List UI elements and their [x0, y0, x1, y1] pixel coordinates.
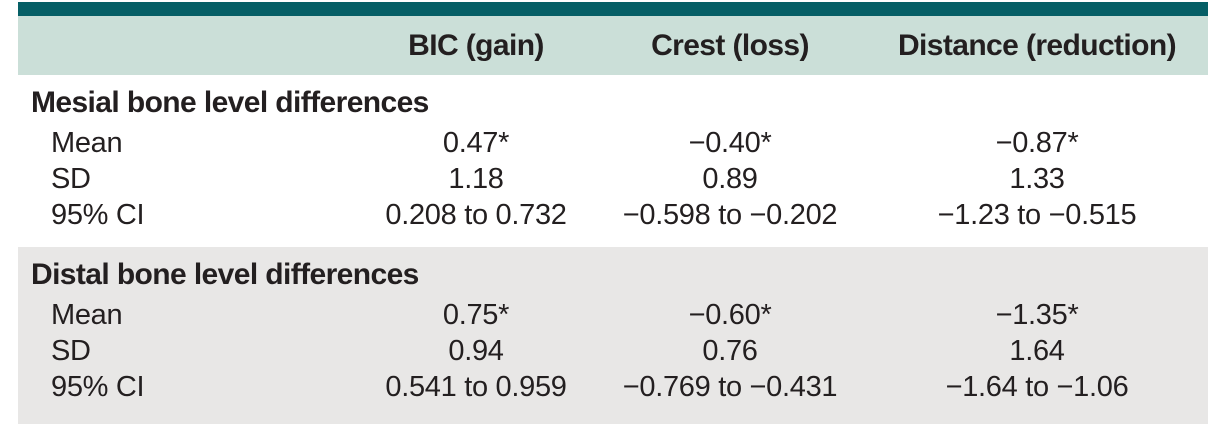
cell-value: 0.89 — [702, 163, 758, 195]
cell-value: 1.18 — [448, 163, 504, 195]
table-row-distal-sd: SD 0.94 0.76 1.64 — [18, 333, 1208, 369]
cell-value: 0.75* — [442, 299, 510, 331]
column-header-bic: BIC (gain) — [408, 28, 544, 62]
statistics-table: BIC (gain) Crest (loss) Distance (reduct… — [18, 2, 1208, 424]
table-header-row: BIC (gain) Crest (loss) Distance (reduct… — [18, 16, 1208, 75]
cell-value: 0.208 to 0.732 — [385, 199, 567, 231]
table-row-mesial-ci: 95% CI 0.208 to 0.732 −0.598 to −0.202 −… — [18, 197, 1208, 233]
column-header-crest: Crest (loss) — [651, 28, 809, 62]
table-row-mesial-sd: SD 1.18 0.89 1.33 — [18, 161, 1208, 197]
cell-value: 0.541 to 0.959 — [385, 371, 567, 403]
cell-value: −1.64 to −1.06 — [945, 371, 1129, 403]
table-row-distal-ci: 95% CI 0.541 to 0.959 −0.769 to −0.431 −… — [18, 369, 1208, 405]
cell-value: 0.94 — [448, 335, 504, 367]
row-label: Mean — [51, 299, 123, 331]
cell-value: −0.60* — [688, 299, 772, 331]
table-top-border — [18, 2, 1208, 16]
row-label: 95% CI — [51, 199, 145, 231]
row-label: SD — [51, 163, 91, 195]
cell-value: −1.35* — [995, 299, 1079, 331]
cell-value: −0.40* — [688, 127, 772, 159]
section-mesial: Mesial bone level differences Mean 0.47*… — [18, 75, 1208, 247]
table-row-mesial-mean: Mean 0.47* −0.40* −0.87* — [18, 125, 1208, 161]
section-title-distal: Distal bone level differences — [31, 258, 419, 291]
cell-value: 0.76 — [702, 335, 758, 367]
section-distal: Distal bone level differences Mean 0.75*… — [18, 247, 1208, 424]
column-header-distance: Distance (reduction) — [897, 28, 1177, 62]
row-label: 95% CI — [51, 371, 145, 403]
cell-value: 1.64 — [1009, 335, 1065, 367]
cell-value: −0.598 to −0.202 — [622, 199, 838, 231]
cell-value: 0.47* — [442, 127, 510, 159]
cell-value: 1.33 — [1009, 163, 1065, 195]
row-label: Mean — [51, 127, 123, 159]
section-title-mesial: Mesial bone level differences — [31, 86, 429, 119]
cell-value: −0.769 to −0.431 — [622, 371, 838, 403]
row-label: SD — [51, 335, 91, 367]
cell-value: −0.87* — [995, 127, 1079, 159]
cell-value: −1.23 to −0.515 — [937, 199, 1137, 231]
table-row-distal-mean: Mean 0.75* −0.60* −1.35* — [18, 297, 1208, 333]
